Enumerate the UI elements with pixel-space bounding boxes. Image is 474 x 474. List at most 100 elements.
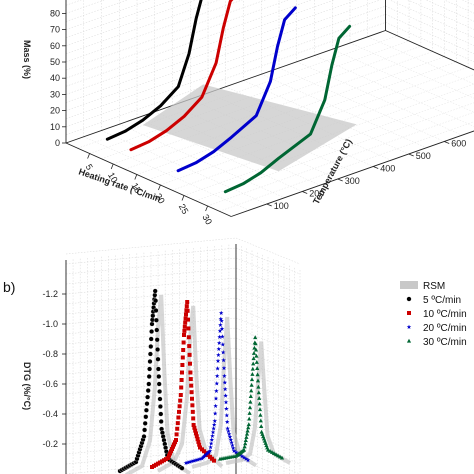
dtg-point-circle: [154, 337, 160, 343]
grid-line: [235, 267, 301, 295]
grid-line: [461, 0, 474, 6]
grid-line: [235, 327, 301, 355]
dtg-point-square: [182, 324, 187, 329]
grid-line: [65, 327, 237, 345]
dtg-point-triangle: [241, 447, 247, 452]
frame-edge: [65, 142, 232, 217]
grid-line: [443, 0, 474, 14]
dtg-point-square: [176, 415, 181, 420]
x-tick: [158, 184, 161, 191]
dtg-point-triangle: [255, 378, 261, 383]
grid-line: [235, 387, 301, 415]
dtg-point-star: [231, 448, 237, 453]
dtg-point-square: [186, 326, 191, 331]
dtg-point-star: [195, 457, 201, 462]
y-tick-label: 70: [50, 25, 60, 35]
dtg-point-circle: [156, 374, 162, 379]
x-tick-label: 20: [153, 192, 167, 206]
dtg-point-square: [177, 409, 181, 414]
dtg-point-square: [178, 398, 183, 403]
dtg-point-star: [220, 334, 225, 339]
dtg-point-square: [181, 348, 186, 352]
dtg-point-star: [218, 310, 224, 315]
panel-b-y-ticks: -1.2 -1.0 -0.8 -0.6 -0.4 -0.2: [42, 289, 66, 449]
dtg-point-star: [193, 457, 199, 463]
dtg-point-square: [171, 444, 175, 449]
mass-curve-20: [176, 6, 297, 173]
dtg-point-star: [239, 453, 245, 459]
z-tick: [373, 166, 379, 169]
dtg-point-square: [173, 440, 177, 445]
grid-line: [119, 124, 285, 198]
y-tick-label: 20: [50, 106, 60, 116]
dtg-point-star: [226, 428, 231, 434]
dtg-point-circle: [158, 419, 164, 424]
dtg-point-circle: [152, 292, 158, 298]
legend-label: 5 ºC/min: [423, 295, 461, 306]
dtg-point-star: [225, 426, 230, 431]
dtg-point-square: [190, 396, 194, 401]
grid-line: [296, 61, 463, 136]
dtg-point-star: [220, 349, 226, 355]
dtg-point-star: [217, 334, 222, 339]
dtg-point-star: [213, 396, 219, 401]
grid-line: [425, 0, 474, 22]
legend-label: 20 ºC/min: [423, 323, 467, 334]
dtg-point-square: [186, 317, 190, 322]
rsm-surface-ridge: [157, 305, 224, 473]
dtg-point-star: [183, 460, 189, 465]
z-tick-label: 200: [309, 189, 324, 199]
panel-b-label: b): [3, 279, 15, 295]
grid-line: [235, 367, 301, 395]
panel-a-curves: [105, 0, 352, 194]
dtg-point-circle: [149, 321, 155, 327]
dtg-point-star: [219, 318, 224, 323]
dtg-point-star: [243, 456, 249, 461]
grid-line: [386, 0, 474, 7]
dtg-point-square: [191, 423, 196, 427]
dtg-point-square: [178, 393, 183, 397]
dtg-point-square: [180, 355, 185, 360]
dtg-point-star: [210, 433, 215, 438]
dtg-point-square: [182, 328, 187, 333]
dtg-point-circle: [147, 351, 153, 357]
dtg-point-star: [213, 403, 218, 408]
dtg-point-square: [167, 453, 171, 458]
dtg-point-triangle: [249, 388, 254, 393]
x-tick: [134, 174, 138, 180]
grid-line: [385, 30, 474, 71]
y-tick-label: 40: [50, 73, 60, 83]
grid-line: [235, 447, 301, 474]
grid-line: [65, 14, 386, 128]
dtg-point-square: [183, 320, 188, 325]
dtg-point-square: [185, 308, 190, 313]
legend-marker-star: [406, 324, 412, 329]
dtg-point-circle: [141, 434, 147, 439]
dtg-point-star: [218, 316, 224, 321]
dtg-point-square: [197, 442, 202, 447]
grid-line: [235, 317, 301, 345]
dtg-point-square: [172, 442, 176, 447]
grid-line: [389, 0, 474, 38]
grid-line: [65, 0, 358, 103]
dtg-point-star: [214, 373, 220, 378]
grid-line: [65, 22, 386, 136]
grid-line: [235, 397, 301, 425]
dtg-point-triangle: [244, 434, 249, 439]
dtg-point-star: [227, 434, 233, 439]
dtg-point-square: [169, 449, 173, 454]
dtg-point-circle: [143, 414, 149, 420]
grid-line: [385, 22, 474, 63]
dtg-point-square: [187, 352, 192, 357]
panel-a-x-axis-title: Heating rate (°C/min: [77, 166, 162, 203]
frame-edge: [65, 30, 386, 144]
grid-line: [235, 257, 301, 285]
dtg-point-star: [209, 437, 215, 442]
grid-line: [235, 357, 301, 385]
legend-marker-triangle: [406, 338, 412, 343]
panel-b-points: [117, 288, 285, 474]
dtg-point-star: [224, 406, 229, 411]
grid-line: [65, 267, 237, 285]
grid-line: [367, 36, 474, 85]
y-tick-label: -0.8: [42, 349, 58, 359]
